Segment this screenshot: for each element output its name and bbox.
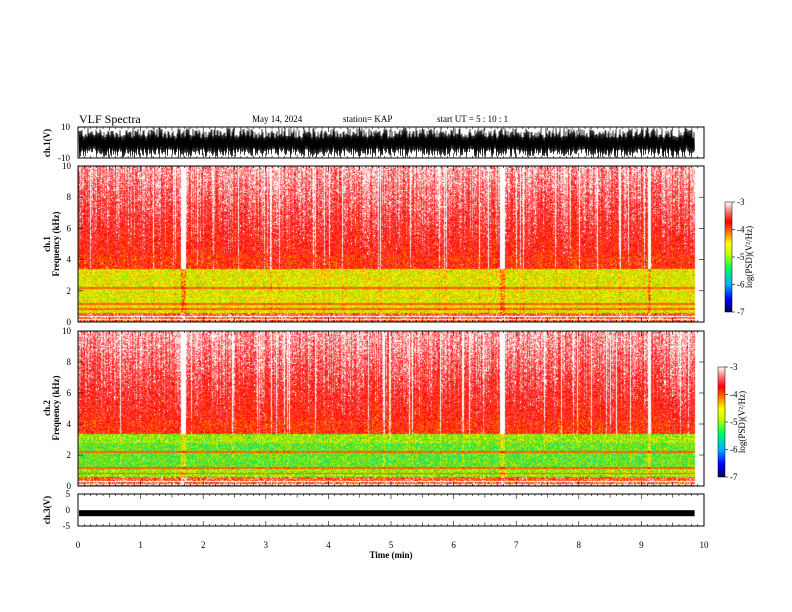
y-tick-label: 8 — [67, 357, 72, 367]
ch2-spectrogram-yticklabels: 0 2 4 6 8 10 — [62, 326, 704, 491]
y-tick-label: 10 — [62, 326, 72, 336]
ch1-ytick-bottom: -10 — [58, 153, 70, 163]
ch3-waveform-ylabel: ch.3(V) — [42, 496, 52, 524]
date-label: May 14, 2024 — [252, 114, 303, 124]
x-tick-label: 1 — [138, 540, 143, 550]
colorbar-tick-label: -4 — [737, 225, 745, 235]
ch1-colorbar-label: log(PSD)(V²/Hz) — [744, 226, 754, 288]
ch3-ytick-bottom: -5 — [63, 521, 71, 531]
ch2-spectrogram-ylabel-channel: ch.2 — [42, 400, 52, 416]
colorbar-tick-label: -7 — [737, 307, 745, 317]
ch2-spectrogram-panel: 0 2 4 6 8 10 ch.2 Frequency (kHz) — [42, 326, 705, 491]
ch2-spectrogram-ticks — [77, 331, 705, 486]
x-tick-label: 5 — [389, 540, 394, 550]
ch1-spectrogram-panel: 0 2 4 6 8 10 ch.1 Frequency (kHz) — [42, 161, 705, 327]
ch1-spectrogram-image — [78, 166, 704, 322]
ch2-colorbar-label: log(PSD)(V²/Hz) — [737, 391, 747, 453]
ch3-waveform-series — [79, 510, 695, 517]
x-tick-label: 0 — [76, 540, 81, 550]
colorbar-tick-label: -7 — [730, 472, 738, 482]
colorbar-tick-label: -4 — [730, 390, 738, 400]
y-tick-label: 6 — [67, 223, 72, 233]
ch2-spectrogram-image — [78, 331, 704, 486]
ch2-colorbar-gradient — [717, 366, 726, 478]
x-tick-label: 6 — [451, 540, 456, 550]
ch1-spectrogram-yticklabels: 0 2 4 6 8 10 — [62, 161, 704, 327]
x-tick-label: 10 — [700, 540, 710, 550]
y-tick-label: 6 — [67, 388, 72, 398]
y-tick-label: 2 — [67, 286, 72, 296]
x-tick-label: 7 — [514, 540, 519, 550]
start-time-label: start UT = 5 : 10 : 1 — [437, 114, 508, 124]
colorbar-tick-label: -5 — [737, 252, 745, 262]
y-tick-label: 4 — [67, 255, 72, 265]
ch3-waveform-ticks — [77, 494, 705, 526]
ch3-ytick-top: 5 — [66, 489, 71, 499]
time-axis-label: Time (min) — [369, 550, 412, 560]
colorbar-tick-label: -3 — [737, 197, 745, 207]
ch1-ytick-top: 10 — [61, 122, 71, 132]
ch2-colorbar-ticks: -3 -4 -5 -6 -7 — [725, 362, 738, 482]
y-tick-label: 10 — [62, 161, 72, 171]
x-tick-label: 8 — [577, 540, 582, 550]
ch3-ytick-mid: 0 — [66, 505, 71, 515]
colorbar-tick-label: -3 — [730, 362, 738, 372]
y-tick-label: 2 — [67, 450, 72, 460]
ch1-colorbar: -3 -4 -5 -6 -7 log(PSD)(V²/Hz) — [724, 197, 754, 317]
x-tick-label: 3 — [264, 540, 269, 550]
ch1-spectrogram-ylabel-channel: ch.1 — [42, 236, 52, 252]
ch1-spectrogram-ticks — [77, 166, 705, 322]
ch1-waveform-ticks — [77, 127, 705, 158]
ch2-colorbar: -3 -4 -5 -6 -7 log(PSD)(V²/Hz) — [717, 362, 747, 482]
ch1-spectrogram-ylabel-frequency: Frequency (kHz) — [51, 211, 61, 276]
colorbar-tick-label: -5 — [730, 417, 738, 427]
time-axis-ticklabels: 0 1 2 3 4 5 6 7 8 9 10 — [76, 540, 709, 550]
x-tick-label: 9 — [639, 540, 644, 550]
ch3-waveform-frame — [77, 493, 705, 527]
ch3-waveform-panel: 5 0 -5 ch.3(V) 0 1 2 3 4 5 6 7 8 9 10 Time (min) — [42, 489, 709, 560]
chart-title: VLF Spectra — [79, 112, 141, 126]
y-tick-label: 4 — [67, 419, 72, 429]
ch2-spectrogram-ylabel-frequency: Frequency (kHz) — [51, 375, 61, 440]
y-tick-label: 0 — [67, 481, 72, 491]
colorbar-tick-label: -6 — [737, 280, 745, 290]
ch1-waveform-panel: 10 -10 ch.1(V) — [42, 122, 705, 163]
x-tick-label: 2 — [201, 540, 206, 550]
station-label: station= KAP — [343, 114, 392, 124]
ch1-colorbar-ticks: -3 -4 -5 -6 -7 — [732, 197, 745, 317]
colorbar-tick-label: -6 — [730, 445, 738, 455]
ch1-waveform-ylabel: ch.1(V) — [42, 129, 52, 157]
y-tick-label: 8 — [67, 192, 72, 202]
x-tick-label: 4 — [326, 540, 331, 550]
ch1-colorbar-gradient — [724, 201, 733, 313]
ch1-waveform-series — [78, 127, 695, 158]
y-tick-label: 0 — [67, 317, 72, 327]
